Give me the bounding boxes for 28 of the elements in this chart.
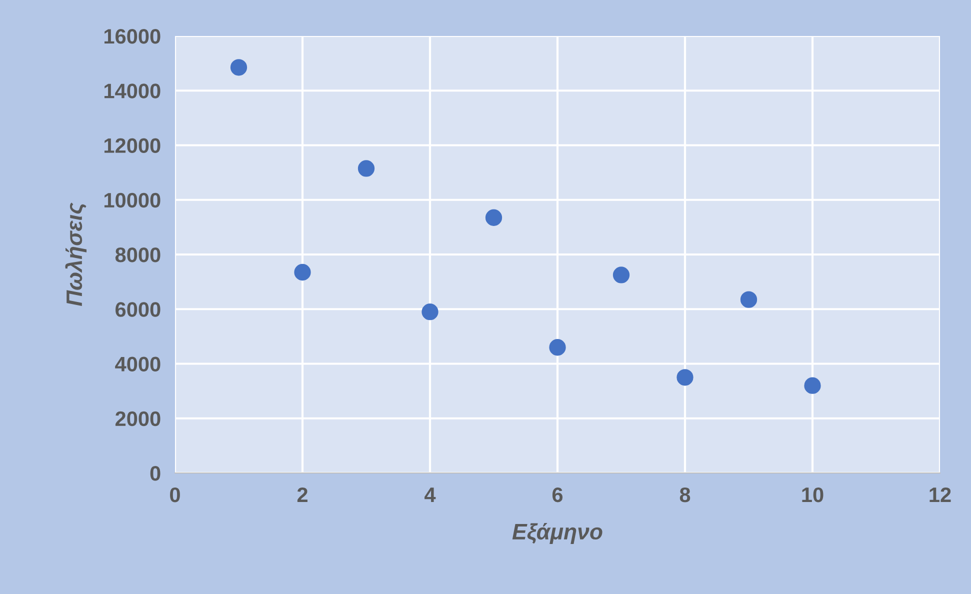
y-tick-label: 12000: [104, 138, 160, 154]
point: [676, 369, 694, 386]
y-tick-label: 8000: [115, 248, 160, 262]
y-tick-label: 16000: [104, 29, 160, 44]
x-tick-label: 12: [930, 487, 951, 502]
point: [422, 304, 438, 320]
y-tick-label: 10000: [104, 192, 160, 208]
x-tick-label: 2: [297, 487, 308, 502]
x-axis-title: Εξάμηνο: [512, 522, 602, 544]
y-tick-label: 6000: [116, 302, 160, 317]
point: [358, 160, 375, 177]
point: [549, 339, 566, 356]
y-tick-label: 4000: [115, 356, 160, 372]
y-tick-label: 0: [150, 466, 160, 481]
point: [294, 264, 311, 281]
x-tick-label: 6: [552, 487, 563, 502]
x-tick-label: 0: [170, 487, 180, 502]
point: [230, 59, 248, 76]
y-tick-label: 2000: [115, 411, 160, 426]
y-tick-label: 14000: [104, 84, 160, 98]
point: [612, 266, 630, 284]
x-tick-label: 8: [680, 487, 690, 502]
point: [485, 209, 502, 226]
point: [804, 377, 821, 394]
point: [740, 291, 758, 308]
y-axis-title: Πωλήσεις: [65, 202, 87, 306]
x-tick-label: 4: [424, 488, 436, 502]
x-tick-label: 10: [802, 487, 824, 502]
